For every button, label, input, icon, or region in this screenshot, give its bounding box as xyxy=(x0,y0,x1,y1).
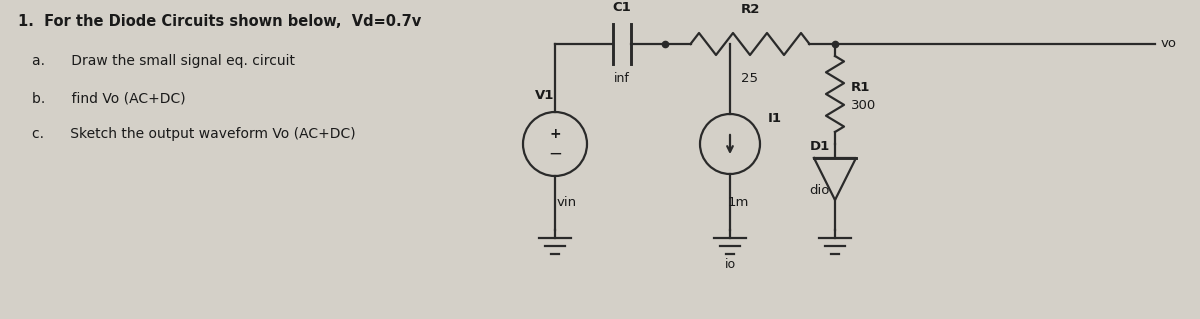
Text: b.      find Vo (AC+DC): b. find Vo (AC+DC) xyxy=(32,91,186,105)
Text: +: + xyxy=(550,127,560,141)
Text: dio: dio xyxy=(810,184,830,197)
Text: vin: vin xyxy=(557,196,577,209)
Text: 25: 25 xyxy=(742,72,758,85)
Text: 1m: 1m xyxy=(727,196,749,209)
Text: −: − xyxy=(548,145,562,163)
Text: a.      Draw the small signal eq. circuit: a. Draw the small signal eq. circuit xyxy=(32,54,295,68)
Text: R2: R2 xyxy=(740,3,760,16)
Text: I1: I1 xyxy=(768,113,782,125)
Text: C1: C1 xyxy=(613,1,631,14)
Text: R1: R1 xyxy=(851,81,870,94)
Text: 300: 300 xyxy=(851,100,876,113)
Text: D1: D1 xyxy=(810,140,830,153)
Text: inf: inf xyxy=(614,72,630,85)
Text: c.      Sketch the output waveform Vo (AC+DC): c. Sketch the output waveform Vo (AC+DC) xyxy=(32,127,355,141)
Text: V1: V1 xyxy=(535,89,554,102)
Text: 1.  For the Diode Circuits shown below,  Vd=0.7v: 1. For the Diode Circuits shown below, V… xyxy=(18,14,421,29)
Text: io: io xyxy=(725,258,736,271)
Text: vo: vo xyxy=(1162,38,1177,50)
